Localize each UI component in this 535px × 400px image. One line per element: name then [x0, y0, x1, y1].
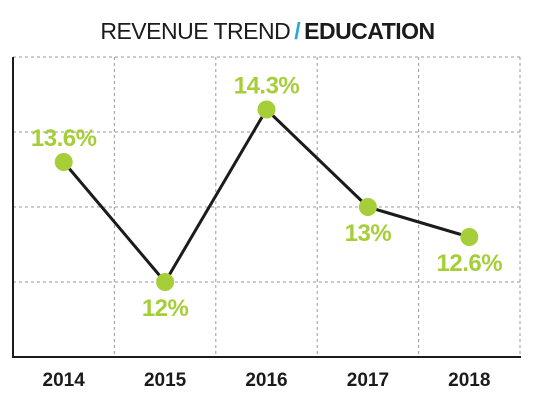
- data-label: 12.6%: [437, 250, 503, 277]
- chart-title-separator: /: [294, 18, 301, 44]
- x-tick-label: 2017: [347, 370, 389, 391]
- chart-title-main: REVENUE TREND: [100, 18, 291, 44]
- x-tick-label: 2015: [144, 370, 187, 391]
- x-tick-label: 2018: [448, 370, 490, 391]
- chart-title-accent: EDUCATION: [304, 18, 435, 44]
- data-point: [54, 153, 73, 171]
- data-point: [358, 198, 377, 216]
- data-label: 13%: [345, 220, 392, 247]
- data-point: [156, 273, 175, 291]
- data-point: [460, 228, 479, 246]
- x-tick-label: 2016: [245, 370, 287, 391]
- data-point: [257, 100, 276, 119]
- chart-title: REVENUE TREND / EDUCATION: [0, 18, 535, 45]
- data-label: 14.3%: [234, 73, 300, 100]
- series-line: [62, 108, 470, 284]
- x-tick-label: 2014: [43, 370, 86, 391]
- data-label: 13.6%: [31, 125, 97, 152]
- data-label: 12%: [142, 295, 189, 322]
